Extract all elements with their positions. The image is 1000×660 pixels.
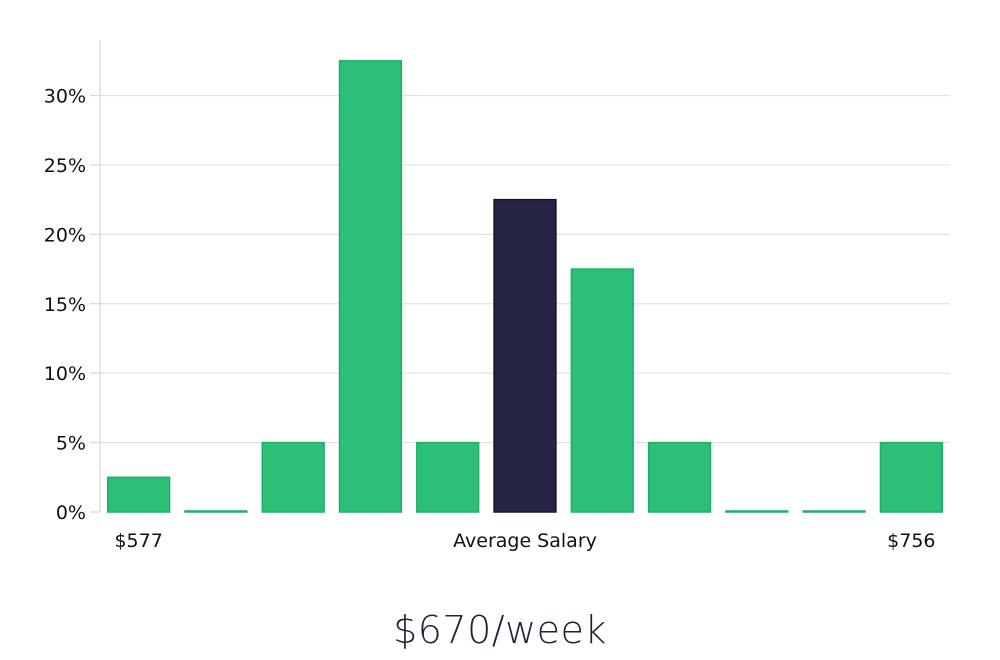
- salary-histogram: 0% 5% 10% 15% 20% 25% 30% $577 Average Salary $75…: [44, 40, 950, 552]
- x-tick-label: $756: [887, 530, 935, 552]
- y-tick-label: 15%: [44, 294, 86, 316]
- chart-svg: 0% 5% 10% 15% 20% 25% 30% $577 Average Salary $75…: [44, 40, 950, 552]
- y-tick-label: 5%: [56, 433, 86, 455]
- bar: [416, 441, 480, 513]
- y-tick-label: 25%: [44, 155, 86, 177]
- bar: [261, 441, 325, 513]
- bar: [647, 441, 712, 513]
- bar: [338, 60, 403, 513]
- bar: [725, 510, 789, 513]
- bar: [802, 510, 866, 513]
- bar: [184, 510, 248, 513]
- y-tick-label: 10%: [44, 363, 86, 385]
- x-tick-label: Average Salary: [453, 530, 597, 552]
- average-weekly-salary: $670/week: [393, 608, 607, 652]
- y-tick-label: 0%: [56, 502, 86, 524]
- bar: [570, 268, 634, 513]
- bar-highlight: [493, 198, 557, 513]
- bar: [106, 476, 171, 513]
- x-tick-label: $577: [114, 530, 162, 552]
- bar: [879, 441, 944, 513]
- y-tick-label: 30%: [44, 86, 86, 108]
- y-tick-label: 20%: [44, 224, 86, 246]
